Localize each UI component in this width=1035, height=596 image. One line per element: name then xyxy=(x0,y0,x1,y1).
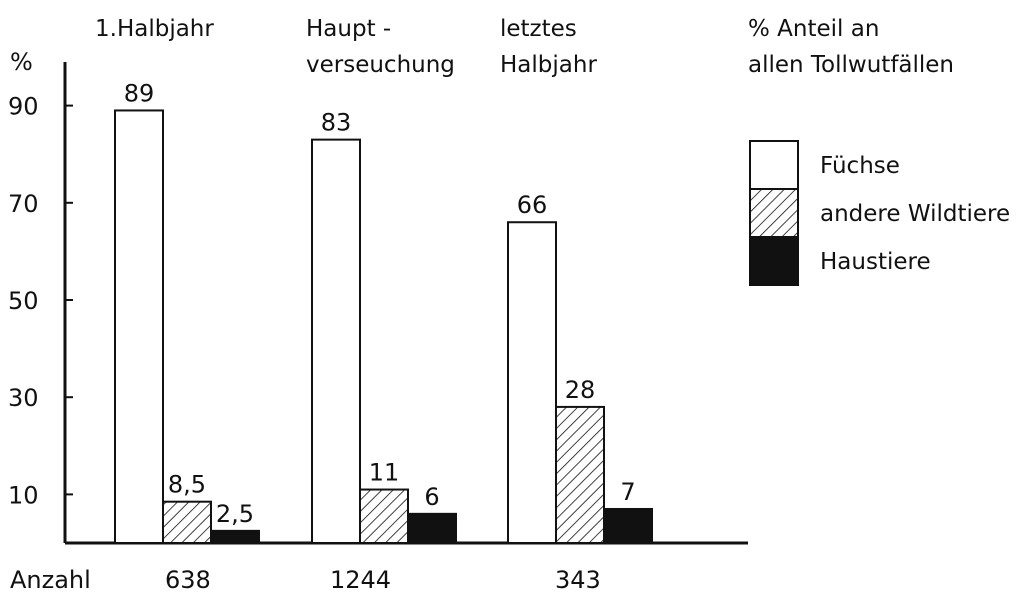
bar xyxy=(114,109,164,545)
bar-value-label: 66 xyxy=(517,191,548,219)
bar xyxy=(311,138,361,544)
group-label: 1.Halbjahr xyxy=(95,16,214,42)
bar-value-label: 2,5 xyxy=(216,500,254,528)
group-label: verseuchung xyxy=(306,52,455,78)
y-tick-label: 70 xyxy=(8,190,39,218)
bar xyxy=(407,512,457,545)
group-label: letztes xyxy=(500,16,577,42)
count-value: 1244 xyxy=(330,566,391,594)
legend-entry-label: Haustiere xyxy=(820,249,931,275)
count-value: 343 xyxy=(555,566,601,594)
bar xyxy=(162,500,212,545)
count-value: 638 xyxy=(165,566,211,594)
legend-swatch xyxy=(749,236,799,286)
bar-value-label: 83 xyxy=(321,109,352,137)
legend-swatch xyxy=(749,188,799,238)
y-tick-label: 30 xyxy=(8,384,39,412)
legend-entry-label: Füchse xyxy=(820,153,900,179)
count-labels: 638 1244 343 xyxy=(165,566,601,594)
y-axis-label: % xyxy=(10,48,33,76)
legend-entry-label: andere Wildtiere xyxy=(820,201,1010,227)
bar-value-label: 7 xyxy=(620,478,635,506)
bar xyxy=(603,507,653,545)
value-labels: 89 83 66 8,5 11 28 2,5 6 7 xyxy=(124,79,636,527)
legend-title-line-1: % Anteil an xyxy=(748,16,879,42)
bar-value-label: 6 xyxy=(424,483,439,511)
bar-value-label: 89 xyxy=(124,79,155,107)
bar xyxy=(555,405,605,545)
y-tick-label: 90 xyxy=(8,93,39,121)
bar xyxy=(359,488,409,545)
bar-value-label: 8,5 xyxy=(168,471,206,499)
bar xyxy=(210,529,260,544)
legend: % Anteil an allen Tollwutfällen Füchse an… xyxy=(748,16,1010,286)
bar-value-label: 28 xyxy=(565,376,596,404)
y-tick-label: 10 xyxy=(8,481,39,509)
legend-swatch xyxy=(749,140,799,190)
bars xyxy=(114,109,653,545)
count-label: Anzahl xyxy=(10,566,91,594)
y-ticks: 10 30 50 70 90 xyxy=(8,93,73,509)
legend-title-line-2: allen Tollwutfällen xyxy=(748,52,954,78)
y-tick-label: 50 xyxy=(8,287,39,315)
group-label: Halbjahr xyxy=(500,52,597,78)
bar xyxy=(507,221,557,545)
group-label: Haupt - xyxy=(306,16,391,42)
group-labels: 1.Halbjahr Haupt - verseuchung letztes Halbj… xyxy=(95,16,597,78)
bar-value-label: 11 xyxy=(369,459,400,487)
